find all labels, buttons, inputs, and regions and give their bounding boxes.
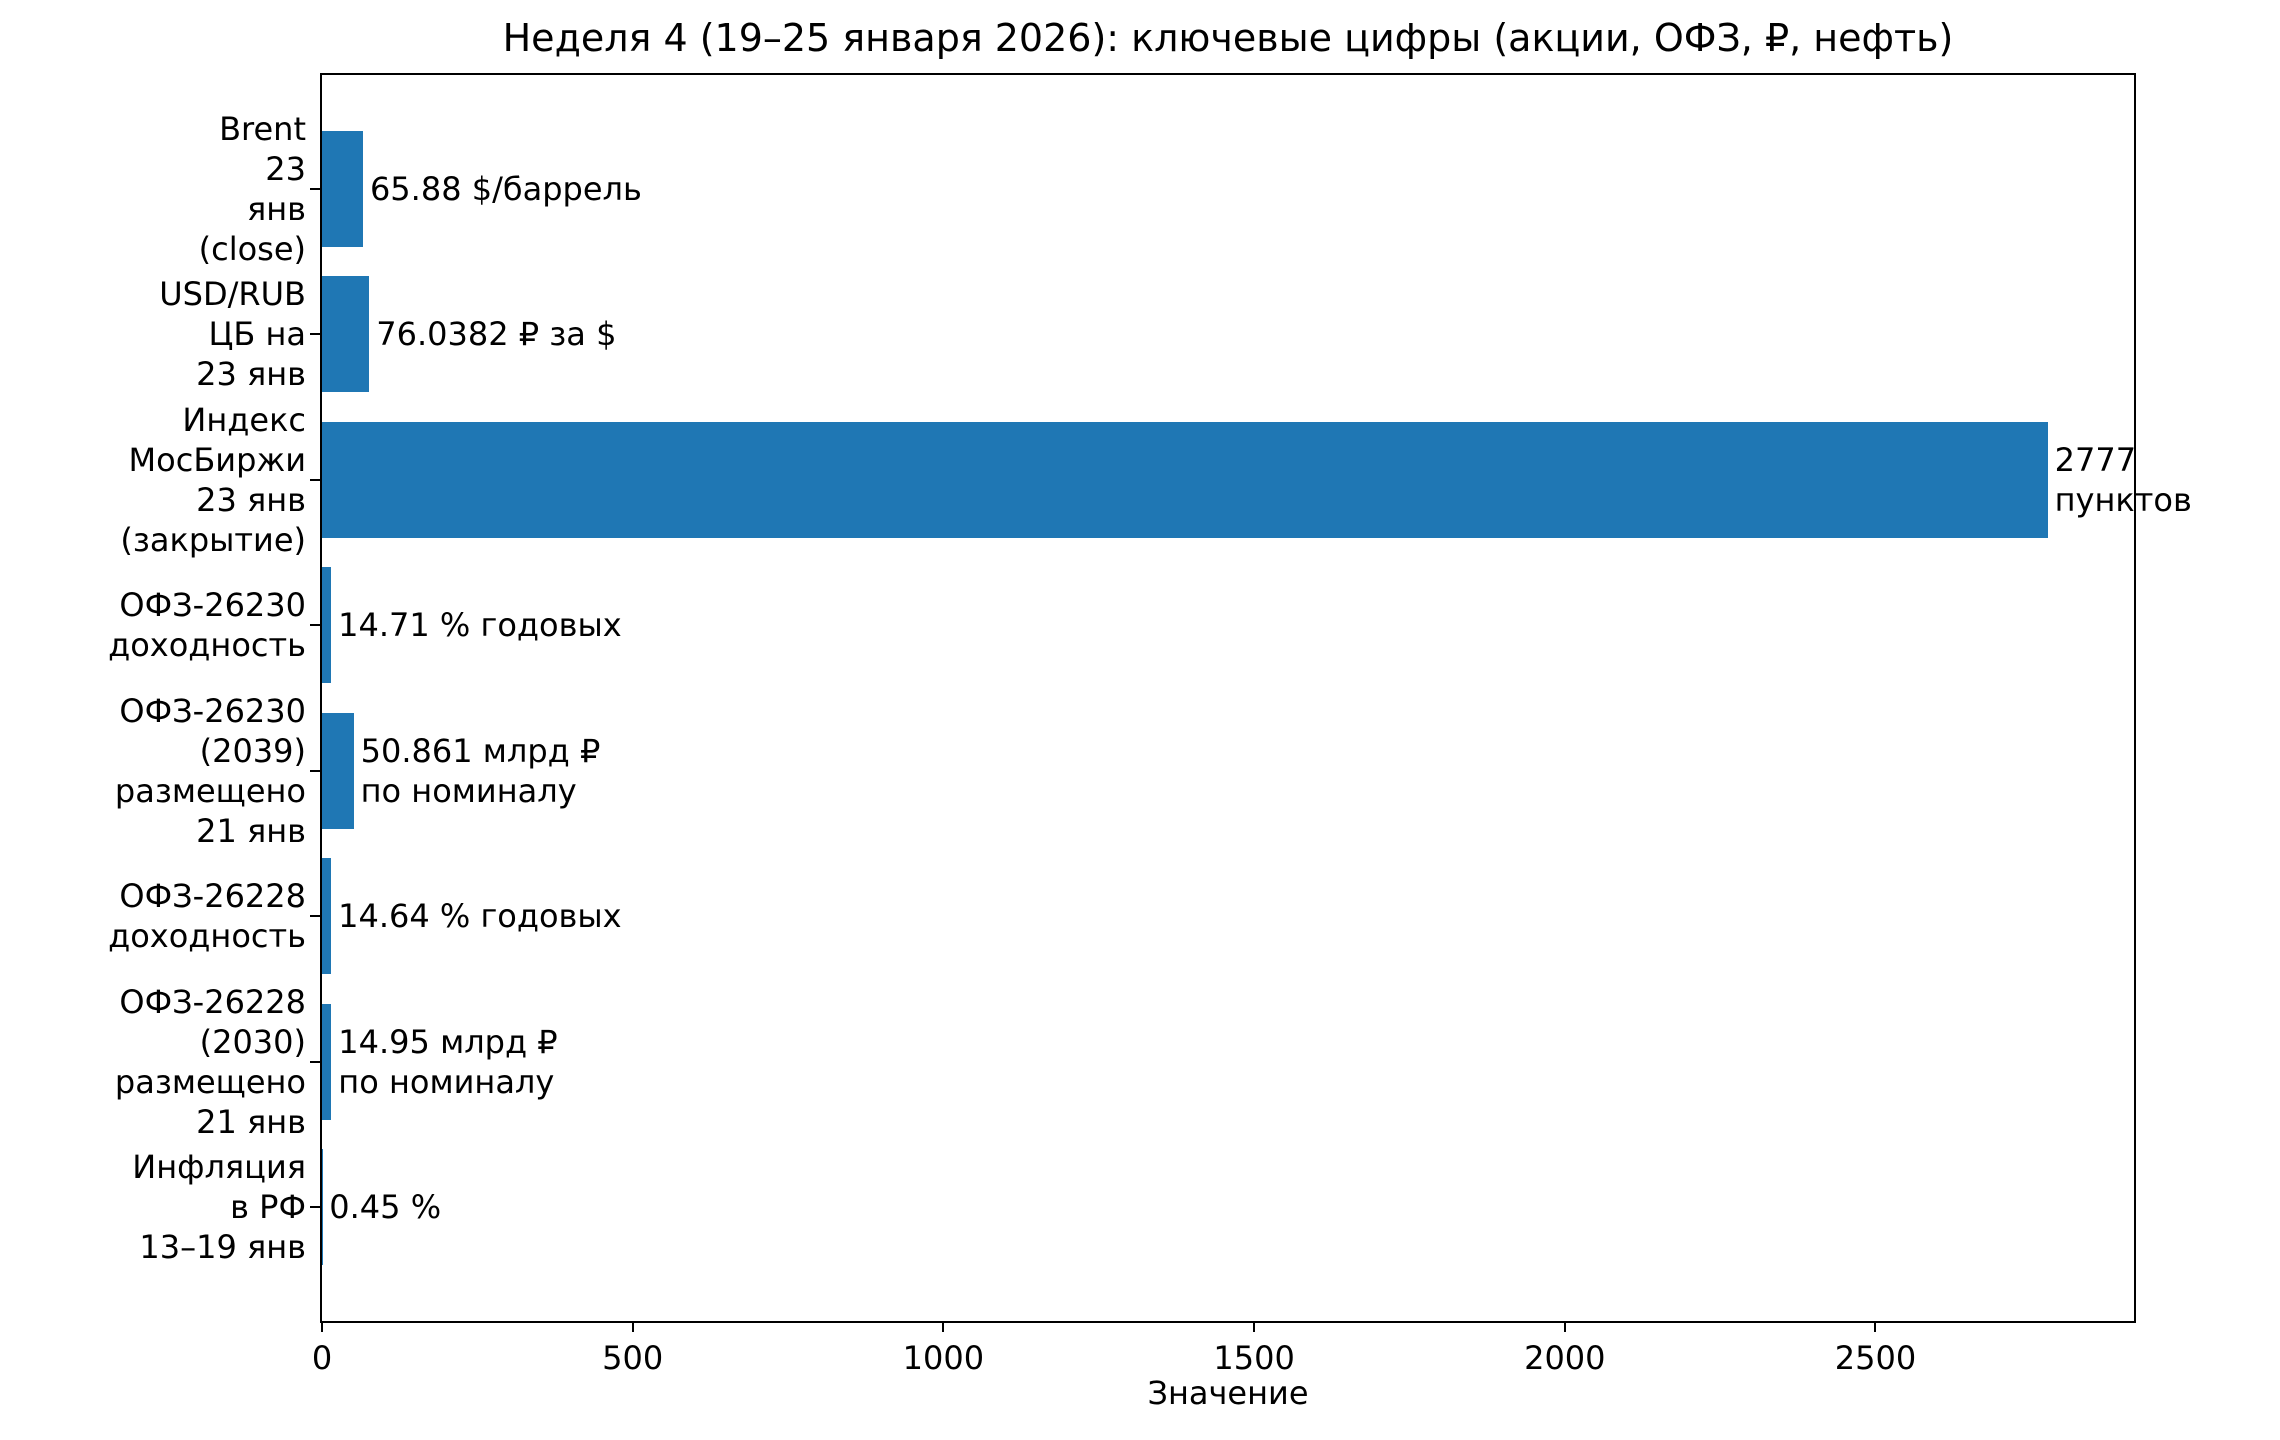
x-axis-tick-mark — [321, 1321, 323, 1332]
bar-value-label: 14.95 млрд ₽ по номиналу — [338, 1022, 558, 1101]
x-axis-tick-label: 2500 — [1834, 1339, 1917, 1377]
x-axis-label: Значение — [1147, 1374, 1309, 1412]
y-axis-category-label: ОФЗ-26230 доходность — [108, 586, 306, 665]
bar-row: Инфляция в РФ 13–19 янв 0.45 % — [132, 1135, 2134, 1281]
x-axis-tick-label: 2000 — [1524, 1339, 1606, 1377]
y-axis-tick-mark — [310, 187, 322, 190]
bar — [322, 276, 370, 393]
bar-row: Индекс МосБиржи 23 янв (закрытие) 2777 п… — [120, 401, 2191, 559]
bar-row: ОФЗ-26228 доходность 14.64 % годовых — [108, 844, 2134, 990]
bar-value-label: 2777 пунктов — [2054, 440, 2192, 519]
bar-value-label: 50.861 млрд ₽ по номиналу — [360, 731, 601, 810]
x-axis-tick-mark — [942, 1321, 945, 1332]
bar — [322, 1003, 332, 1120]
bar — [322, 858, 332, 975]
y-axis-tick-mark — [310, 478, 322, 481]
y-axis-tick-mark — [310, 333, 322, 336]
bar-row: ОФЗ-26228 (2030) размещено 21 янв 14.95 … — [115, 983, 2134, 1141]
bar-value-label: 14.64 % годовых — [338, 897, 622, 936]
x-axis-tick-mark — [1874, 1321, 1877, 1332]
y-axis-category-label: ОФЗ-26228 доходность — [108, 877, 306, 956]
plot-area: Brent 23 янв (close) 65.88 $/баррель USD… — [108, 73, 2192, 1377]
bar-value-label: 65.88 $/баррель — [369, 169, 642, 208]
bars-layer: Brent 23 янв (close) 65.88 $/баррель USD… — [108, 75, 2192, 1321]
y-axis-category-label: ОФЗ-26228 (2030) размещено 21 янв — [114, 982, 306, 1141]
bar-row: Brent 23 янв (close) 65.88 $/баррель — [199, 110, 2134, 268]
bar-value-label: 14.71 % годовых — [338, 606, 622, 645]
y-axis-tick-mark — [310, 1060, 322, 1063]
x-axis-tick-mark — [631, 1321, 634, 1332]
bar — [322, 130, 363, 247]
x-axis-tick-label: 500 — [602, 1339, 664, 1377]
x-axis-tick-mark — [1253, 1321, 1256, 1332]
y-axis-category-label: Инфляция в РФ 13–19 янв — [132, 1148, 306, 1267]
y-axis-category-label: Brent 23 янв (close) — [198, 109, 306, 268]
bar-value-label: 0.45 % — [329, 1188, 442, 1227]
x-axis-tick-label: 1500 — [1213, 1339, 1295, 1377]
y-axis-tick-mark — [310, 1206, 322, 1209]
bar-value-label: 76.0382 ₽ за $ — [376, 315, 617, 354]
bar-row: USD/RUB ЦБ на 23 янв 76.0382 ₽ за $ — [159, 262, 2134, 408]
x-axis-tick-label: 1000 — [902, 1339, 985, 1377]
chart-title: Неделя 4 (19–25 января 2026): ключевые ц… — [502, 16, 1954, 60]
bar — [322, 421, 2048, 538]
x-axis-tick-mark — [1563, 1321, 1566, 1332]
y-axis-category-label: Индекс МосБиржи 23 янв (закрытие) — [120, 400, 306, 559]
y-axis-tick-mark — [310, 769, 322, 772]
bar — [322, 567, 332, 684]
bar-row: ОФЗ-26230 (2039) размещено 21 янв 50.861… — [115, 692, 2134, 850]
y-axis-tick-mark — [310, 624, 322, 627]
y-axis-category-label: USD/RUB ЦБ на 23 янв — [159, 275, 306, 394]
y-axis-category-label: ОФЗ-26230 (2039) размещено 21 янв — [114, 691, 306, 850]
x-axis-tick-label: 0 — [311, 1339, 333, 1377]
bar — [322, 712, 354, 829]
y-axis-tick-mark — [310, 915, 322, 918]
bar-row: ОФЗ-26230 доходность 14.71 % годовых — [108, 553, 2134, 699]
